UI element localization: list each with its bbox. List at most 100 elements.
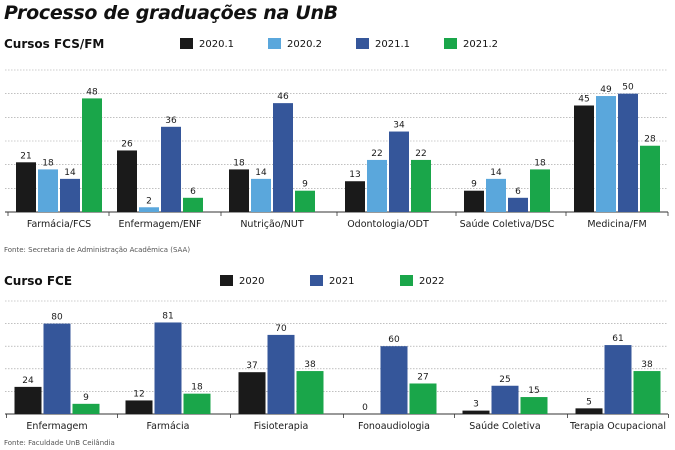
legend-item-2020-2: 2020.2 [268, 38, 322, 50]
chart2-plot: 24 80 9 Enfermagem 12 81 18 Farmácia 37 70 38 Fisio… [5, 300, 669, 432]
bar-2021-0 [43, 323, 71, 414]
data-label: 38 [304, 360, 316, 370]
legend-swatch [310, 275, 323, 286]
bar-2020-2-4 [486, 178, 506, 212]
data-label: 27 [417, 372, 428, 382]
category-label: Fonoaudiologia [358, 421, 430, 432]
bar-2021-1-4 [508, 197, 528, 212]
data-label: 0 [362, 403, 368, 413]
bar-2022-1 [183, 393, 211, 414]
data-label: 50 [622, 83, 634, 93]
data-label: 24 [22, 376, 34, 386]
bar-2021-2-4 [530, 169, 550, 212]
bar-2021-1-1 [161, 126, 181, 212]
category-label: Enfermagem/ENF [119, 219, 202, 230]
bar-2020-2-0 [38, 169, 58, 212]
bar-2022-0 [72, 403, 100, 414]
legend-swatch [400, 275, 413, 286]
bar-2021-1-5 [618, 93, 638, 212]
data-label: 15 [528, 386, 539, 396]
category-label: Fisioterapia [254, 421, 309, 432]
bar-2021-1-3 [389, 131, 409, 212]
category-label: Farmácia/FCS [27, 219, 91, 230]
bar-2020-2-3 [367, 159, 387, 212]
data-label: 6 [515, 187, 521, 197]
data-label: 9 [471, 180, 477, 190]
data-label: 13 [349, 170, 360, 180]
data-label: 2 [146, 196, 152, 206]
data-label: 25 [499, 375, 510, 385]
data-label: 22 [415, 149, 426, 159]
chart1-plot: 21 18 14 48 Farmácia/FCS 26 2 36 6 Enfermagem/ENF… [5, 69, 669, 230]
data-label: 37 [246, 361, 257, 371]
bar-2020-1-1 [117, 150, 137, 212]
bar-2020-2 [238, 372, 266, 414]
bar-2020-1 [125, 400, 153, 414]
data-label: 61 [612, 334, 623, 344]
legend-swatch [268, 38, 281, 49]
bar-2020-1-2 [229, 169, 249, 212]
data-label: 12 [133, 389, 144, 399]
data-label: 18 [233, 158, 245, 168]
category-label: Farmácia [147, 421, 190, 432]
bar-2022-4 [520, 397, 548, 414]
category-label: Terapia Ocupacional [569, 421, 666, 432]
bar-2021-2 [267, 334, 295, 414]
bar-2021-3 [380, 346, 408, 414]
data-label: 22 [371, 149, 382, 159]
bar-2022-2 [296, 371, 324, 414]
chart1-title: Cursos FCS/FM [4, 37, 105, 51]
legend-swatch [220, 275, 233, 286]
category-label: Saúde Coletiva [469, 421, 541, 432]
data-label: 3 [473, 400, 479, 410]
data-label: 81 [162, 311, 173, 321]
bar-2021-1 [154, 322, 182, 414]
data-label: 6 [190, 187, 196, 197]
bar-2021-5 [604, 345, 632, 414]
legend-swatch [356, 38, 369, 49]
main-title: Processo de graduações na UnB [4, 2, 338, 24]
legend-swatch [180, 38, 193, 49]
bar-2021-2-5 [640, 145, 660, 212]
bar-2020-1-4 [464, 190, 484, 212]
chart1-source: Fonte: Secretaria de Administração Acadê… [4, 246, 191, 254]
data-label: 14 [64, 168, 76, 178]
data-label: 45 [578, 95, 589, 105]
bar-2022-3 [409, 383, 437, 414]
category-label: Enfermagem [26, 421, 87, 432]
legend-item-2021: 2021 [310, 275, 354, 287]
bar-2021-1-2 [273, 103, 293, 212]
legend-item-2022: 2022 [400, 275, 444, 287]
category-label: Medicina/FM [587, 219, 646, 230]
legend-item-2020-1: 2020.1 [180, 38, 234, 50]
bar-2020-0 [14, 386, 42, 414]
category-label: Odontologia/ODT [347, 219, 429, 230]
data-label: 70 [275, 324, 287, 334]
bar-2020-2-1 [139, 207, 159, 212]
data-label: 80 [51, 313, 63, 323]
bar-2021-2-0 [82, 98, 102, 212]
data-label: 26 [121, 139, 133, 149]
data-label: 21 [20, 151, 31, 161]
legend-swatch [444, 38, 457, 49]
data-label: 48 [86, 87, 98, 97]
legend-label: 2021.1 [375, 39, 410, 50]
legend-item-2021-1: 2021.1 [356, 38, 410, 50]
legend-item-2020: 2020 [220, 275, 264, 287]
legend-label: 2021 [329, 276, 355, 287]
bar-2021-2-1 [183, 197, 203, 212]
bar-2022-5 [633, 371, 661, 414]
data-label: 18 [42, 158, 54, 168]
data-label: 60 [388, 335, 400, 345]
data-label: 14 [490, 168, 502, 178]
data-label: 38 [641, 360, 653, 370]
bar-2020-1-5 [574, 105, 594, 212]
bar-2020-1-3 [345, 181, 365, 212]
data-label: 36 [165, 116, 177, 126]
bar-2021-2-3 [411, 159, 431, 212]
data-label: 9 [83, 393, 89, 403]
bar-2020-2-5 [596, 96, 616, 212]
bar-2020-4 [462, 410, 490, 414]
data-label: 18 [534, 158, 546, 168]
